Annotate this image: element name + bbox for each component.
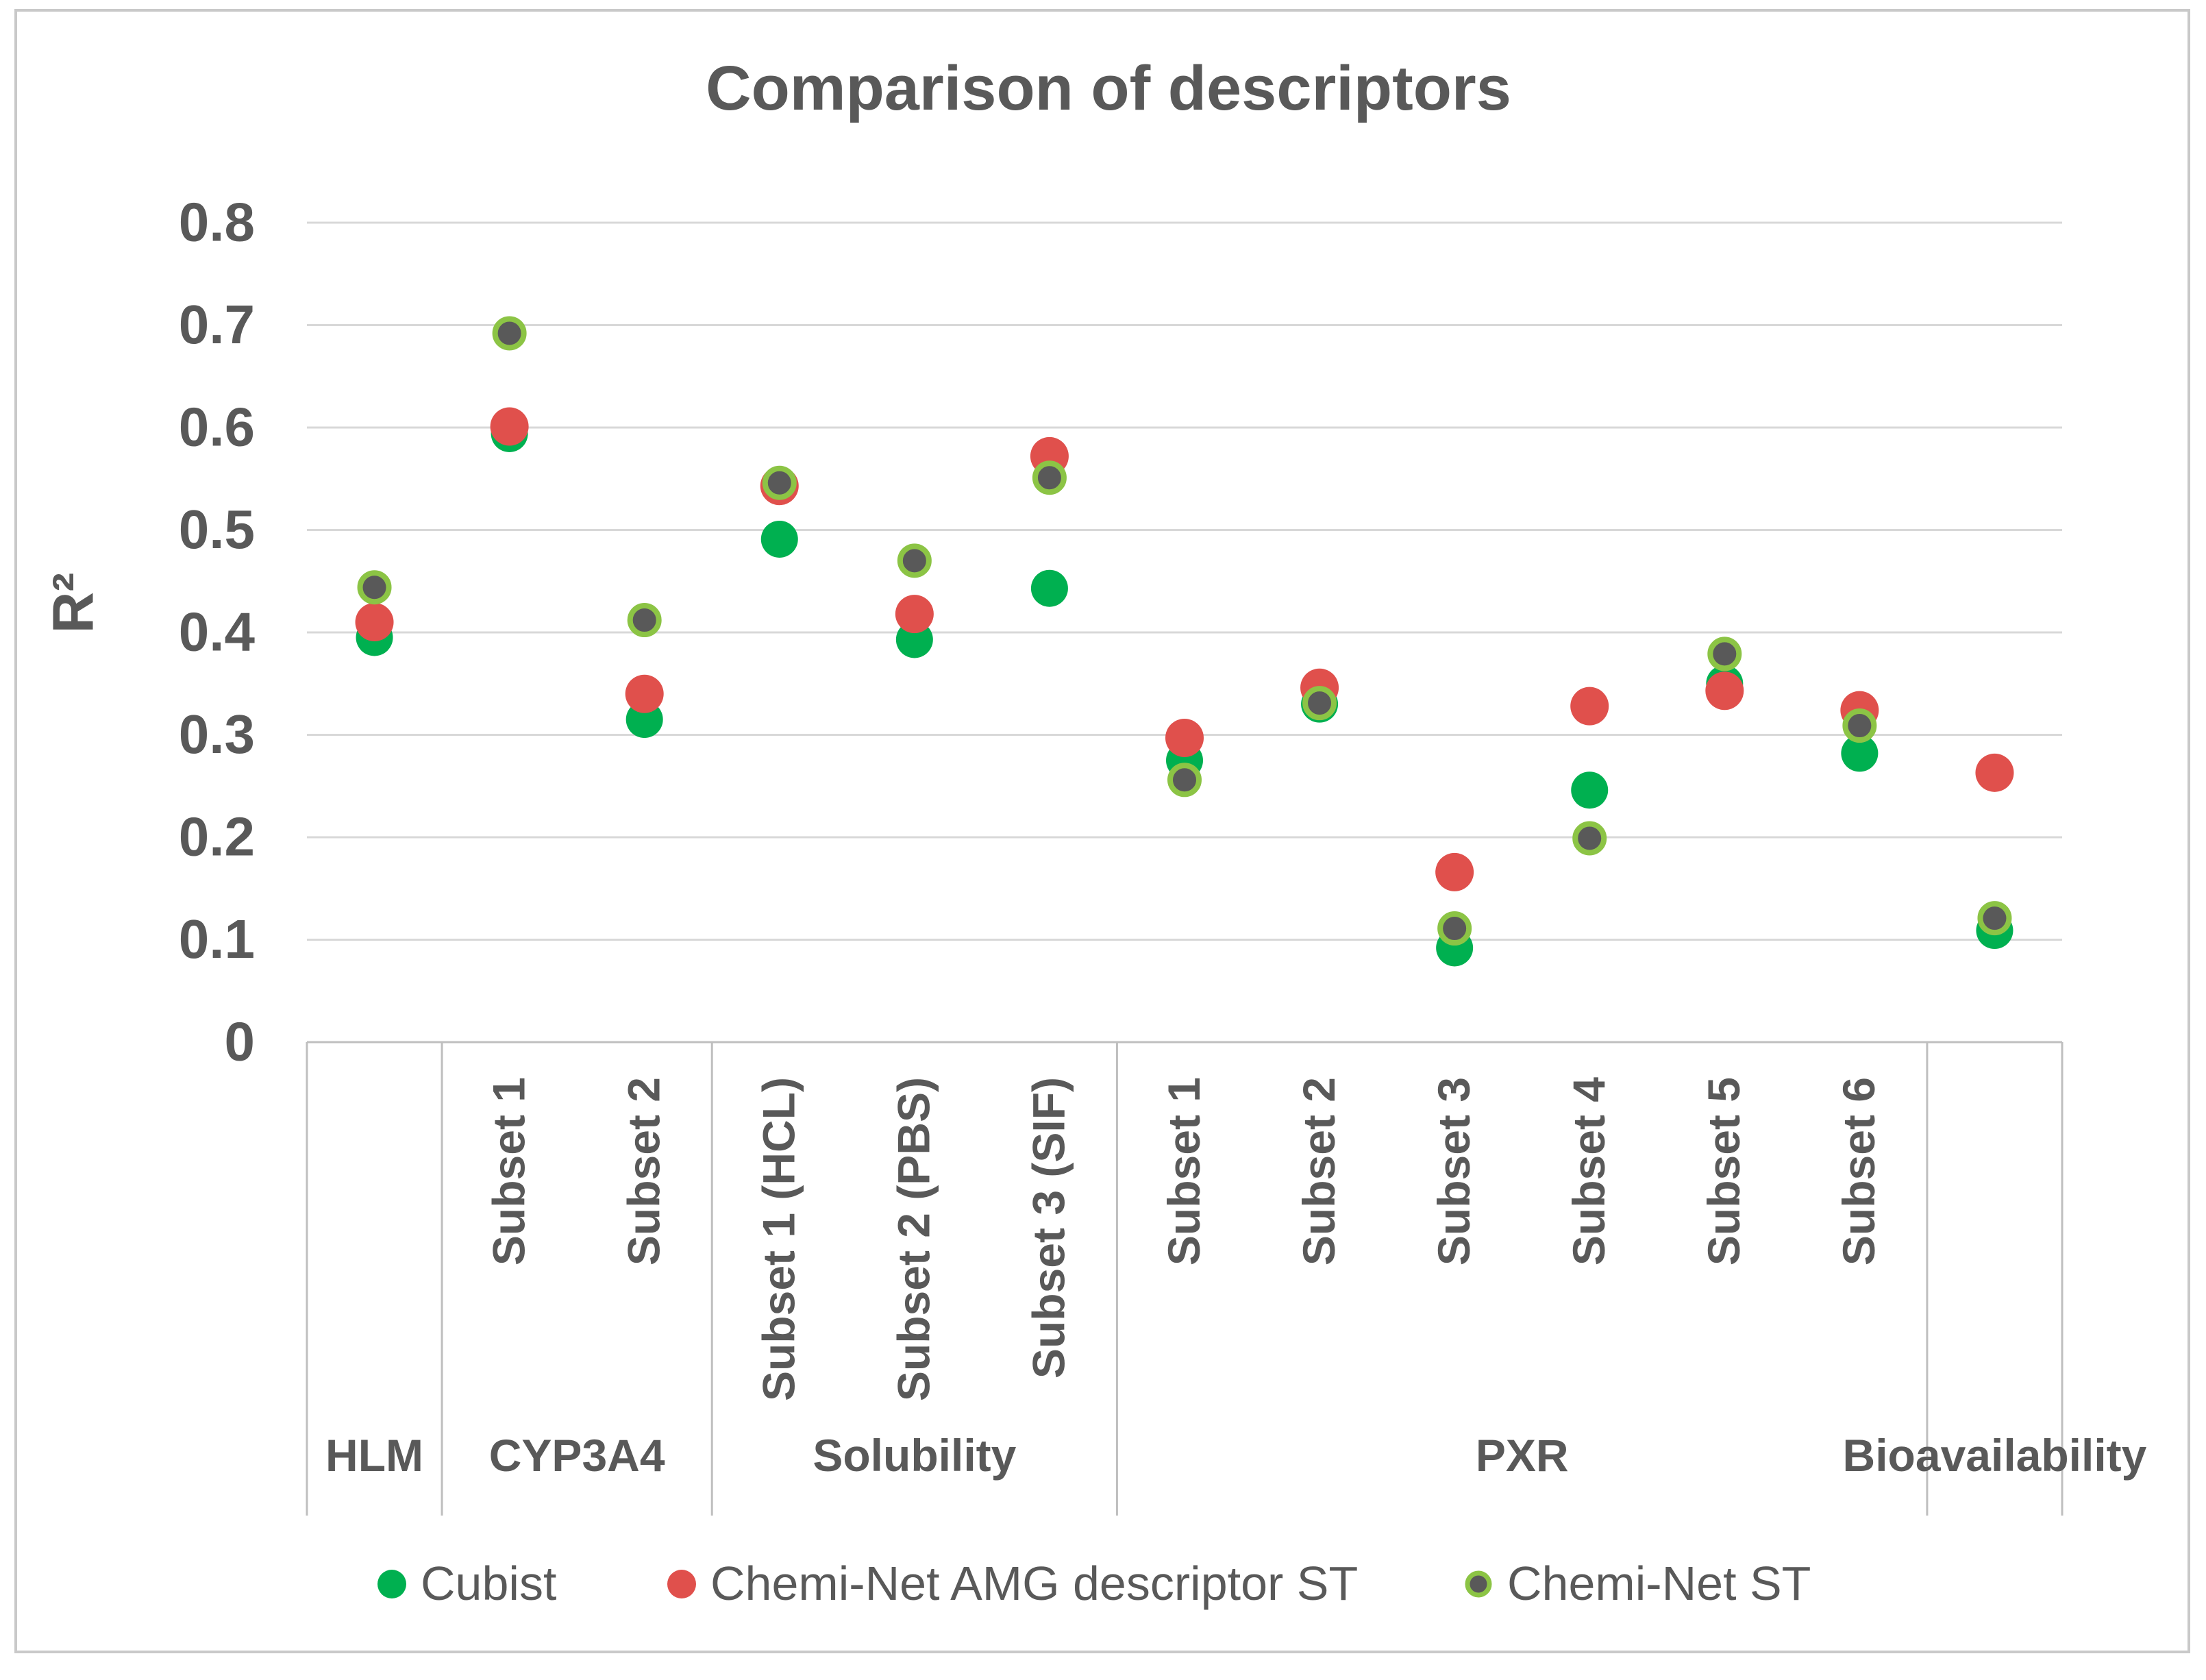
y-tick-labels: 0 0.1 0.2 0.3 0.4 0.5 0.6 0.7 0.8 (179, 191, 256, 1072)
data-point-3 (1707, 637, 1742, 671)
chart-title: Comparison of descriptors (706, 53, 1511, 123)
data-point-3 (357, 570, 392, 605)
legend-marker-3 (1465, 1570, 1492, 1598)
subset-label: Subset 1 (1158, 1077, 1209, 1265)
data-point-3 (492, 316, 527, 351)
subset-label: Subset 1 (483, 1077, 534, 1265)
subset-label: Subset 2 (618, 1077, 669, 1265)
legend-label: Chemi-Net ST (1507, 1557, 1811, 1610)
data-point-3 (1032, 460, 1067, 495)
data-point-2 (895, 595, 934, 634)
data-point-2 (1975, 753, 2014, 792)
data-point-3 (1572, 821, 1607, 856)
data-point-1 (760, 520, 798, 558)
subset-label: Subset 6 (1833, 1077, 1884, 1265)
y-axis-label: R² (41, 573, 106, 634)
y-tick-label: 0.1 (179, 909, 255, 969)
subset-label: Subset 3 (SIF) (1024, 1077, 1074, 1379)
subset-label: Subset 4 (1563, 1077, 1614, 1265)
x-axis-table (306, 1041, 2064, 1516)
subset-label: Subset 2 (PBS) (889, 1077, 939, 1401)
data-point-2 (1705, 671, 1744, 711)
data-point-3 (1437, 911, 1472, 946)
y-tick-label: 0.2 (179, 806, 255, 867)
data-point-2 (625, 674, 664, 713)
data-point-3 (1977, 901, 2012, 936)
data-point-1 (1571, 771, 1609, 809)
y-tick-label: 0.6 (179, 396, 255, 457)
data-point-1 (1030, 569, 1068, 607)
data-point-3 (1842, 708, 1877, 743)
category-label: Bioavailability (1843, 1430, 2147, 1481)
y-tick-label: 0.7 (179, 294, 255, 355)
legend-marker-2 (667, 1570, 696, 1598)
category-label: PXR (1476, 1430, 1569, 1481)
data-point-3 (1302, 686, 1337, 721)
data-point-3 (762, 465, 797, 500)
data-point-2 (355, 603, 394, 642)
data-point-1 (1841, 734, 1879, 772)
category-label: HLM (325, 1430, 423, 1481)
y-tick-label: 0 (225, 1011, 256, 1072)
data-point-2 (490, 407, 529, 446)
subset-labels: Subset 1 Subset 2 Subset 1 (HCL) Subset 2 (… (483, 1077, 1884, 1401)
data-point-3 (1167, 763, 1202, 798)
category-label: CYP3A4 (489, 1430, 665, 1481)
subset-label: Subset 3 (1428, 1077, 1479, 1265)
data-point-3 (627, 603, 662, 638)
y-tick-label: 0.3 (179, 704, 255, 765)
y-tick-label: 0.8 (179, 191, 255, 252)
y-tick-label: 0.5 (179, 499, 255, 560)
data-point-2 (1165, 718, 1204, 757)
gridlines (307, 221, 2062, 941)
subset-label: Subset 2 (1293, 1077, 1344, 1265)
data-point-3 (897, 543, 932, 578)
y-tick-label: 0.4 (179, 601, 256, 662)
category-label: Solubility (813, 1430, 1016, 1481)
data-point-2 (1435, 852, 1474, 891)
legend-label: Cubist (421, 1557, 556, 1610)
data-point-2 (1570, 687, 1609, 726)
subset-label: Subset 1 (HCL) (754, 1077, 804, 1401)
legend-marker-1 (377, 1570, 406, 1598)
data-points (355, 316, 2014, 967)
subset-label: Subset 5 (1698, 1077, 1749, 1265)
legend-label: Chemi-Net AMG descriptor ST (710, 1557, 1358, 1610)
figure-border (14, 9, 2190, 1653)
legend: Cubist Chemi-Net AMG descriptor ST Chemi-N… (377, 1557, 1811, 1610)
category-labels: HLM CYP3A4 Solubility PXR Bioavailability (325, 1430, 2147, 1481)
